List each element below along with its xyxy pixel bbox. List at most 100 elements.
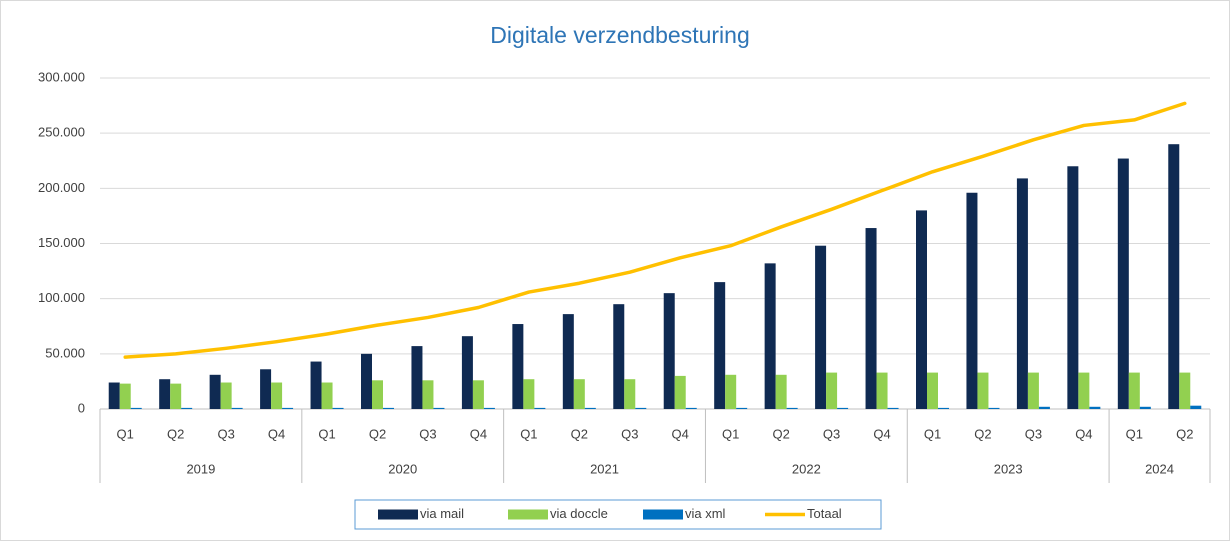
x-tick-label: Q1 xyxy=(520,426,537,441)
y-tick-label: 100.000 xyxy=(38,290,85,305)
bar xyxy=(988,407,1000,409)
bar xyxy=(411,346,423,409)
bar xyxy=(461,336,473,409)
bar xyxy=(1027,372,1039,409)
group-label: 2024 xyxy=(1145,461,1174,476)
legend-swatch xyxy=(643,509,683,520)
bar xyxy=(130,407,142,409)
bar xyxy=(1016,178,1028,409)
bar xyxy=(663,293,675,409)
legend-swatch xyxy=(378,509,418,520)
bar xyxy=(1078,372,1090,409)
x-tick-label: Q3 xyxy=(419,426,436,441)
x-tick-label: Q1 xyxy=(924,426,941,441)
bar xyxy=(1089,406,1101,409)
bar xyxy=(159,379,171,409)
legend-label: via xml xyxy=(685,506,726,521)
bar xyxy=(361,353,372,409)
group-label: 2020 xyxy=(388,461,417,476)
bar xyxy=(674,375,686,409)
bar xyxy=(977,372,989,409)
bar xyxy=(1117,158,1129,409)
bar xyxy=(170,383,182,409)
x-tick-label: Q1 xyxy=(722,426,739,441)
x-tick-label: Q1 xyxy=(117,426,134,441)
x-tick-label: Q1 xyxy=(1126,426,1143,441)
bar xyxy=(512,324,524,409)
bar xyxy=(472,380,484,409)
bar xyxy=(624,379,636,409)
bar xyxy=(635,407,647,409)
bar xyxy=(271,382,283,409)
x-tick-label: Q4 xyxy=(1075,426,1092,441)
bar xyxy=(108,382,120,409)
bar xyxy=(1038,406,1050,409)
x-tick-label: Q4 xyxy=(470,426,487,441)
group-label: 2021 xyxy=(590,461,619,476)
y-tick-label: 300.000 xyxy=(38,69,85,84)
legend-label: via doccle xyxy=(550,506,608,521)
bar xyxy=(523,379,535,409)
legend-label: Totaal xyxy=(807,506,842,521)
x-tick-label: Q2 xyxy=(571,426,588,441)
bar xyxy=(685,407,697,409)
bar xyxy=(887,407,899,409)
bar xyxy=(938,407,949,409)
x-tick-label: Q3 xyxy=(1025,426,1042,441)
x-tick-label: Q3 xyxy=(621,426,638,441)
bar xyxy=(321,382,333,409)
bar xyxy=(865,228,877,409)
legend-swatch xyxy=(508,509,548,520)
bar xyxy=(1139,406,1151,409)
bar xyxy=(764,263,776,409)
x-tick-label: Q4 xyxy=(873,426,890,441)
bar xyxy=(310,361,322,409)
bar xyxy=(1128,372,1140,409)
bar xyxy=(1190,405,1202,409)
bar xyxy=(422,380,434,409)
y-tick-label: 250.000 xyxy=(38,125,85,140)
group-label: 2023 xyxy=(994,461,1023,476)
bar xyxy=(231,407,243,409)
bar xyxy=(613,304,625,409)
bar xyxy=(282,407,294,409)
bar xyxy=(1067,166,1079,409)
bar xyxy=(209,374,221,409)
bar xyxy=(483,407,495,409)
bar xyxy=(786,407,798,409)
x-tick-label: Q2 xyxy=(772,426,789,441)
bar xyxy=(876,372,888,409)
bar xyxy=(826,372,838,409)
bar xyxy=(1179,372,1191,409)
x-tick-label: Q2 xyxy=(1176,426,1193,441)
bar xyxy=(1168,144,1180,409)
x-tick-label: Q2 xyxy=(167,426,184,441)
chart-title: Digitale verzendbesturing xyxy=(490,22,750,48)
bar xyxy=(220,382,232,409)
x-tick-label: Q1 xyxy=(318,426,335,441)
group-label: 2019 xyxy=(186,461,215,476)
bar xyxy=(916,210,927,409)
bar xyxy=(332,407,344,409)
bar xyxy=(260,369,272,409)
group-label: 2022 xyxy=(792,461,821,476)
bar xyxy=(372,380,383,409)
y-tick-label: 50.000 xyxy=(45,345,85,360)
bar xyxy=(534,407,546,409)
legend-label: via mail xyxy=(420,506,464,521)
bar xyxy=(383,407,394,409)
bar xyxy=(725,374,737,409)
x-tick-label: Q2 xyxy=(369,426,386,441)
x-tick-label: Q4 xyxy=(268,426,285,441)
y-tick-label: 200.000 xyxy=(38,180,85,195)
bar xyxy=(181,407,193,409)
x-tick-label: Q2 xyxy=(974,426,991,441)
bar xyxy=(119,383,131,409)
bar xyxy=(562,314,574,409)
bar xyxy=(736,407,748,409)
bar xyxy=(433,407,445,409)
bar xyxy=(837,407,849,409)
y-tick-label: 0 xyxy=(78,400,85,415)
x-tick-label: Q3 xyxy=(217,426,234,441)
